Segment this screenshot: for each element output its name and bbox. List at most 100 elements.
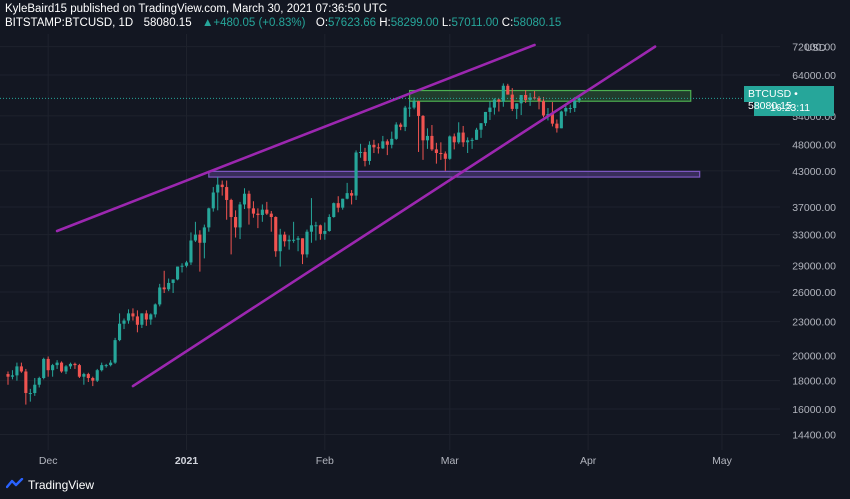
candle: [443, 151, 447, 171]
candle: [457, 122, 461, 144]
symbol-name[interactable]: BITSTAMP:BTCUSD, 1D: [5, 17, 134, 29]
candle: [77, 363, 81, 379]
candle: [305, 229, 309, 258]
candle: [189, 232, 193, 265]
candle-body: [256, 213, 260, 215]
candle-body: [140, 313, 144, 325]
candle: [283, 231, 287, 247]
candle-body: [332, 203, 336, 218]
candle: [497, 98, 501, 112]
candle-body: [327, 217, 331, 231]
candle: [430, 125, 434, 151]
price-tick-label: 18000.00: [792, 376, 836, 388]
candle-body: [421, 115, 425, 141]
candle: [216, 177, 220, 211]
symbol-legend: BITSTAMP:BTCUSD, 1D 58080.15 ▲+480.05 (+…: [5, 17, 561, 29]
candle-body: [167, 282, 171, 290]
candle-body: [149, 314, 153, 320]
candle-body: [193, 234, 197, 241]
tradingview-logo[interactable]: TradingView: [6, 478, 94, 492]
candle: [474, 127, 479, 140]
candle-body: [376, 147, 380, 149]
time-tick-label: 2021: [175, 455, 199, 467]
candle-body: [448, 136, 452, 159]
candle: [158, 283, 162, 307]
candle-body: [220, 184, 224, 188]
candle-body: [479, 123, 483, 130]
price-tick-label: 29000.00: [792, 261, 836, 273]
candle: [171, 279, 175, 293]
candle: [269, 210, 273, 232]
candle-body: [497, 99, 501, 102]
candle: [327, 214, 331, 232]
candle: [483, 111, 488, 126]
candle-body: [117, 323, 122, 341]
candle: [528, 92, 532, 106]
chart-header: KyleBaird15 published on TradingView.com…: [0, 0, 850, 34]
candle-body: [559, 111, 563, 129]
candle-body: [296, 238, 300, 240]
price-tick-label: 14400.00: [792, 429, 836, 441]
candle-body: [416, 101, 421, 116]
candle: [466, 137, 470, 154]
candle: [10, 370, 15, 380]
candle: [19, 362, 23, 373]
candle-body: [300, 238, 305, 255]
grid-lines: [0, 34, 780, 450]
candle-body: [323, 230, 327, 234]
candle: [51, 363, 55, 377]
drawing-trendlines[interactable]: [55, 43, 657, 388]
candle: [24, 368, 28, 405]
candle: [292, 221, 296, 243]
time-axis[interactable]: Dec 2021 Feb Mar Apr May: [0, 450, 850, 475]
price-tick-label: 48000.00: [792, 139, 836, 151]
candle: [144, 310, 148, 326]
candle: [390, 131, 394, 149]
candle: [385, 139, 389, 156]
candle-body: [568, 108, 572, 110]
price-tick-label: 33000.00: [792, 230, 836, 242]
candle: [274, 216, 278, 257]
candle-body: [488, 107, 492, 112]
candle-body: [430, 135, 434, 150]
candle-body: [100, 365, 104, 371]
footer: TradingView: [0, 475, 850, 499]
candle-body: [122, 320, 126, 324]
candle: [524, 90, 528, 103]
candle-body: [269, 213, 273, 218]
candle: [492, 98, 496, 115]
candle-body: [506, 85, 510, 95]
candle: [149, 313, 153, 325]
candle-body: [452, 136, 456, 143]
candle-body: [198, 234, 202, 243]
candle-body: [501, 85, 505, 102]
candle-body: [483, 111, 488, 124]
candle-body: [126, 313, 131, 321]
candle: [122, 318, 126, 330]
candle: [211, 187, 215, 212]
candle: [332, 202, 336, 218]
candle-body: [24, 371, 28, 394]
candle: [117, 313, 122, 342]
candle-body: [381, 141, 385, 149]
candle: [176, 266, 180, 281]
candle-body: [341, 198, 345, 208]
candle: [363, 147, 367, 167]
candle: [100, 362, 104, 372]
candle-body: [537, 98, 541, 102]
candle: [358, 143, 363, 158]
price-tick-label: 20000.00: [792, 350, 836, 362]
candle-body: [519, 94, 523, 104]
candle: [135, 310, 139, 333]
candle: [28, 388, 32, 402]
candle-body: [403, 107, 407, 127]
candle-body: [135, 316, 139, 325]
candle: [376, 143, 380, 154]
candle-body: [234, 217, 238, 228]
tradingview-logo-icon: [6, 478, 24, 489]
candle-body: [144, 313, 148, 320]
candle-body: [113, 340, 117, 363]
candle-body: [176, 266, 180, 280]
candle-body: [354, 152, 358, 196]
